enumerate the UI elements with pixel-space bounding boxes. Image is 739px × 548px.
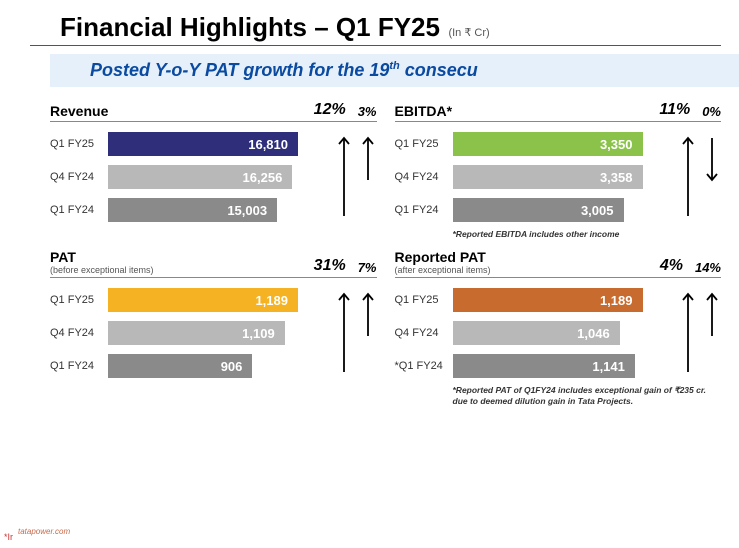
footer-mark: *Ir [4,532,13,542]
bar: 906 [108,354,252,378]
bar-label: Q1 FY25 [50,138,108,150]
bar-label: Q1 FY24 [395,204,453,216]
panel-header: Revenue 12% 3% [50,101,377,122]
bar-label: Q4 FY24 [395,171,453,183]
bar: 1,189 [453,288,643,312]
panel-revenue: Revenue 12% 3% Q1 FY25 16,810 Q4 FY24 16… [50,101,377,239]
bar: 3,358 [453,165,643,189]
bar-label: Q1 FY25 [395,138,453,150]
bar-track: 1,189 [108,288,298,312]
growth-qoq: 3% [358,104,377,119]
bar-track: 16,256 [108,165,298,189]
bars-container: Q1 FY25 3,350 Q4 FY24 3,358 Q1 FY24 3,00… [395,130,722,224]
bar-row: Q4 FY24 1,109 [50,319,377,347]
panel-footnote: *Reported PAT of Q1FY24 includes excepti… [395,385,722,406]
bar-label: *Q1 FY24 [395,360,453,372]
banner-text-prefix: Posted Y-o-Y PAT growth for the 19 [90,60,389,80]
growth-qoq: 7% [358,260,377,275]
panel-title: Revenue [50,103,108,119]
bar-row: Q4 FY24 1,046 [395,319,722,347]
bar: 16,810 [108,132,298,156]
panel-title-wrap: PAT (before exceptional items) [50,249,154,275]
bar: 1,141 [453,354,635,378]
page-title-unit: (In ₹ Cr) [448,27,489,39]
panel-title: PAT [50,249,154,265]
bar-track: 3,350 [453,132,643,156]
bar-track: 1,046 [453,321,643,345]
bar: 3,350 [453,132,643,156]
bar-track: 1,109 [108,321,298,345]
banner-sup: th [389,60,399,72]
page-title: Financial Highlights – Q1 FY25 [60,12,440,42]
bar-track: 16,810 [108,132,298,156]
banner: Posted Y-o-Y PAT growth for the 19th con… [50,54,739,87]
panel-title-wrap: Revenue [50,103,108,119]
bar-label: Q4 FY24 [50,171,108,183]
title-row: Financial Highlights – Q1 FY25 (In ₹ Cr) [30,0,721,46]
panel-subtitle: (before exceptional items) [50,265,154,275]
growth-yoy: 11% [659,101,690,119]
panel-title: EBITDA* [395,103,453,119]
bar-row: Q1 FY24 906 [50,352,377,380]
panel-title: Reported PAT [395,249,491,265]
bar-track: 3,358 [453,165,643,189]
bar-track: 3,005 [453,198,643,222]
bar: 16,256 [108,165,292,189]
panel-header: PAT (before exceptional items) 31% 7% [50,249,377,278]
panel-rpat: Reported PAT (after exceptional items) 4… [395,249,722,406]
footer-link: tatapower.com [18,527,70,536]
bar: 1,109 [108,321,285,345]
panel-header: Reported PAT (after exceptional items) 4… [395,249,722,278]
bar-label: Q1 FY24 [50,360,108,372]
bar: 1,189 [108,288,298,312]
bar-label: Q1 FY25 [50,294,108,306]
bar: 1,046 [453,321,620,345]
bar-row: Q1 FY25 3,350 [395,130,722,158]
growth-values: 4% 14% [660,257,721,275]
bar-row: Q1 FY25 16,810 [50,130,377,158]
growth-qoq: 14% [695,260,721,275]
panels-grid: Revenue 12% 3% Q1 FY25 16,810 Q4 FY24 16… [0,87,739,406]
panel-pat: PAT (before exceptional items) 31% 7% Q1… [50,249,377,406]
panel-header: EBITDA* 11% 0% [395,101,722,122]
banner-text-suffix: consecu [400,60,478,80]
growth-yoy: 4% [660,257,683,275]
bar: 15,003 [108,198,277,222]
bar-label: Q4 FY24 [395,327,453,339]
bar-row: Q1 FY24 15,003 [50,196,377,224]
bar-row: Q1 FY24 3,005 [395,196,722,224]
panel-footnote: *Reported EBITDA includes other income [395,229,722,239]
growth-yoy: 31% [314,257,346,275]
bar-row: Q1 FY25 1,189 [395,286,722,314]
bar: 3,005 [453,198,624,222]
panel-title-wrap: EBITDA* [395,103,453,119]
bar-label: Q4 FY24 [50,327,108,339]
bar-row: Q4 FY24 3,358 [395,163,722,191]
bar-track: 906 [108,354,298,378]
panel-subtitle: (after exceptional items) [395,265,491,275]
bar-track: 15,003 [108,198,298,222]
growth-values: 31% 7% [314,257,377,275]
panel-ebitda: EBITDA* 11% 0% Q1 FY25 3,350 Q4 FY24 3,3… [395,101,722,239]
bar-track: 1,189 [453,288,643,312]
bar-row: *Q1 FY24 1,141 [395,352,722,380]
growth-values: 11% 0% [659,101,721,119]
bars-container: Q1 FY25 1,189 Q4 FY24 1,046 *Q1 FY24 1,1… [395,286,722,380]
bars-container: Q1 FY25 1,189 Q4 FY24 1,109 Q1 FY24 906 [50,286,377,380]
growth-values: 12% 3% [314,101,377,119]
bar-row: Q1 FY25 1,189 [50,286,377,314]
bar-label: Q1 FY24 [50,204,108,216]
growth-yoy: 12% [314,101,346,119]
bar-track: 1,141 [453,354,643,378]
bar-row: Q4 FY24 16,256 [50,163,377,191]
bars-container: Q1 FY25 16,810 Q4 FY24 16,256 Q1 FY24 15… [50,130,377,224]
panel-title-wrap: Reported PAT (after exceptional items) [395,249,491,275]
bar-label: Q1 FY25 [395,294,453,306]
growth-qoq: 0% [702,104,721,119]
